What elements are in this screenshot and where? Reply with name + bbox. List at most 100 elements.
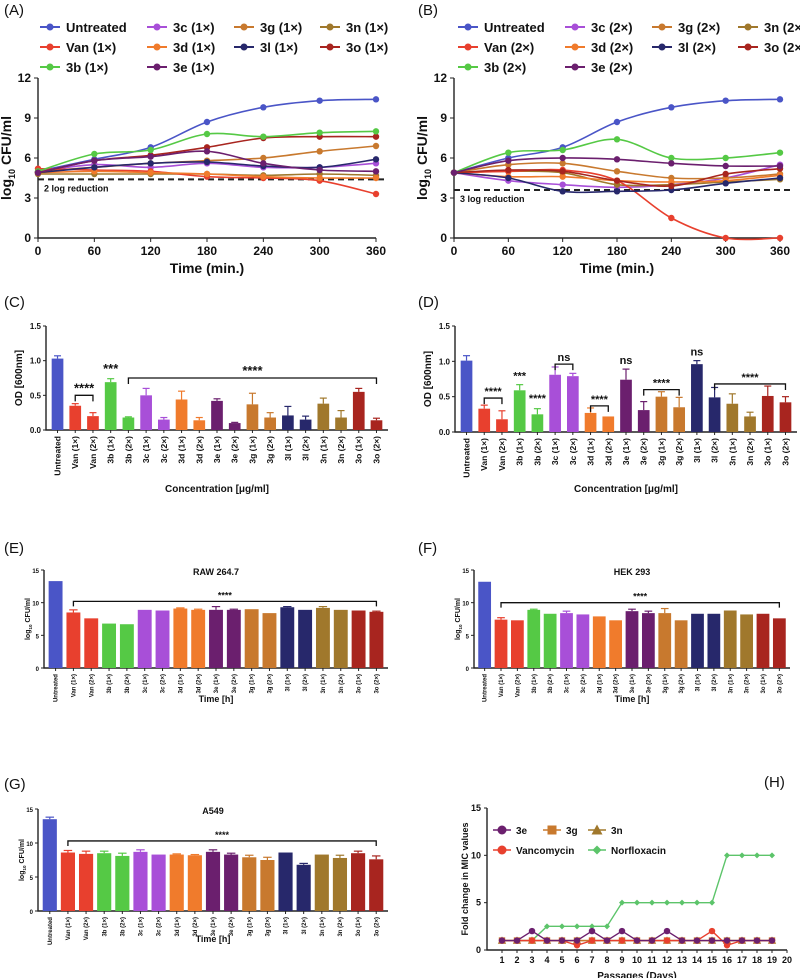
bar	[60, 852, 75, 911]
significance-label: ***	[513, 371, 527, 383]
legend-label: Norfloxacin	[611, 846, 666, 857]
category-label: 3e (1×)	[630, 674, 636, 693]
category-label: 3d (1×)	[597, 674, 603, 694]
category-label: 3e (2×)	[646, 674, 652, 693]
bar	[369, 859, 384, 911]
data-point	[505, 174, 512, 182]
panel-label: (F)	[418, 540, 437, 557]
category-label: Van (1×)	[66, 917, 72, 940]
x-tick-label: 300	[716, 244, 736, 258]
bar	[756, 613, 770, 668]
category-label: 3b (2×)	[548, 674, 554, 694]
y-tick-label: 0	[36, 667, 40, 673]
series-3b	[34, 128, 380, 175]
legend-label: 3o (2×)	[764, 40, 800, 55]
data-point	[668, 160, 675, 167]
data-point	[260, 173, 267, 180]
data-point	[776, 174, 784, 182]
legend-swatch-marker	[571, 63, 579, 71]
category-label: 3b (2×)	[125, 674, 131, 694]
significance-bracket	[67, 840, 377, 846]
data-point	[613, 177, 621, 184]
legend-swatch-marker	[153, 43, 161, 51]
x-tick-label: 7	[589, 955, 594, 965]
data-point	[648, 937, 656, 944]
bar	[333, 609, 348, 668]
legend-swatch-marker	[497, 825, 507, 835]
category-label: 3g (2×)	[268, 674, 274, 694]
significance-bracket	[643, 388, 680, 396]
bar	[122, 417, 135, 430]
legend-label: 3d (1×)	[173, 40, 215, 55]
bar	[69, 405, 82, 430]
data-point	[668, 104, 675, 111]
data-point	[559, 173, 566, 180]
legend-item: 3e (1×)	[147, 60, 215, 75]
legend-swatch-marker	[744, 23, 752, 31]
category-label: 3l (2×)	[712, 674, 718, 692]
category-label: 3g (2×)	[674, 438, 684, 466]
category-label: 3o (2×)	[780, 438, 790, 466]
bar	[655, 396, 668, 432]
category-label: 3c (1×)	[565, 674, 571, 693]
significance-label: ****	[215, 830, 230, 840]
category-label: 3d (2×)	[194, 436, 204, 464]
x-tick-label: 1	[499, 955, 504, 965]
category-label: 3e (1×)	[214, 674, 220, 693]
legend-swatch-marker	[592, 845, 602, 855]
panel-label: (A)	[4, 2, 24, 19]
x-tick-label: 9	[619, 955, 624, 965]
x-tick-label: 240	[661, 244, 681, 258]
y-tick-label: 15	[462, 569, 469, 575]
bar	[691, 613, 704, 668]
significance-label: ***	[103, 361, 119, 376]
y-axis-title: log10 CFU/ml	[0, 116, 17, 200]
bar	[584, 412, 597, 432]
panel-c: (C) 0.0 0.5 1.0 1.5 Untreated Van (1×) Van (2×)…	[4, 294, 388, 495]
data-point	[203, 130, 211, 138]
x-tick-label: 4	[544, 955, 549, 965]
category-label: Van (2×)	[497, 438, 507, 471]
y-tick-label: 5	[476, 898, 481, 908]
data-point	[203, 158, 211, 166]
data-point	[668, 154, 675, 162]
bar	[102, 623, 117, 668]
bar	[242, 857, 257, 911]
bar	[193, 420, 206, 430]
category-label: 3b (1×)	[102, 917, 108, 937]
legend-label: 3d (2×)	[591, 40, 633, 55]
category-label: 3o (2×)	[375, 674, 381, 694]
x-axis-title: Time [h]	[196, 934, 231, 944]
category-label: 3n (2×)	[336, 436, 346, 464]
data-point	[559, 146, 566, 154]
legend-swatch-marker	[497, 845, 507, 855]
category-label: 3g (2×)	[679, 674, 685, 694]
x-tick-label: 300	[310, 244, 330, 258]
chart-title: RAW 264.7	[193, 567, 239, 577]
category-label: 3c (1×)	[143, 674, 149, 693]
data-point	[544, 923, 550, 930]
data-point	[709, 899, 715, 906]
bar	[191, 609, 206, 668]
legend-item: 3c (2×)	[565, 20, 633, 35]
category-label: 3o (1×)	[763, 438, 773, 466]
category-label: Van (2×)	[515, 674, 521, 697]
y-tick-label: 10	[462, 602, 469, 608]
category-label: 3g (1×)	[250, 674, 256, 694]
data-point	[722, 180, 729, 187]
data-point	[505, 166, 512, 174]
bar	[673, 407, 686, 432]
data-point	[260, 154, 267, 162]
significance-label: ****	[529, 393, 547, 405]
legend-swatch-marker	[240, 43, 248, 51]
category-label: 3b (2×)	[120, 917, 126, 937]
series-line	[453, 138, 781, 174]
data-point	[678, 937, 686, 944]
bar	[157, 419, 170, 430]
category-label: Untreated	[483, 674, 489, 702]
data-point	[663, 937, 671, 944]
bar	[264, 417, 277, 430]
significance-label: ns	[620, 355, 633, 367]
y-tick-label: 5	[36, 634, 40, 640]
series-3d	[34, 168, 380, 182]
